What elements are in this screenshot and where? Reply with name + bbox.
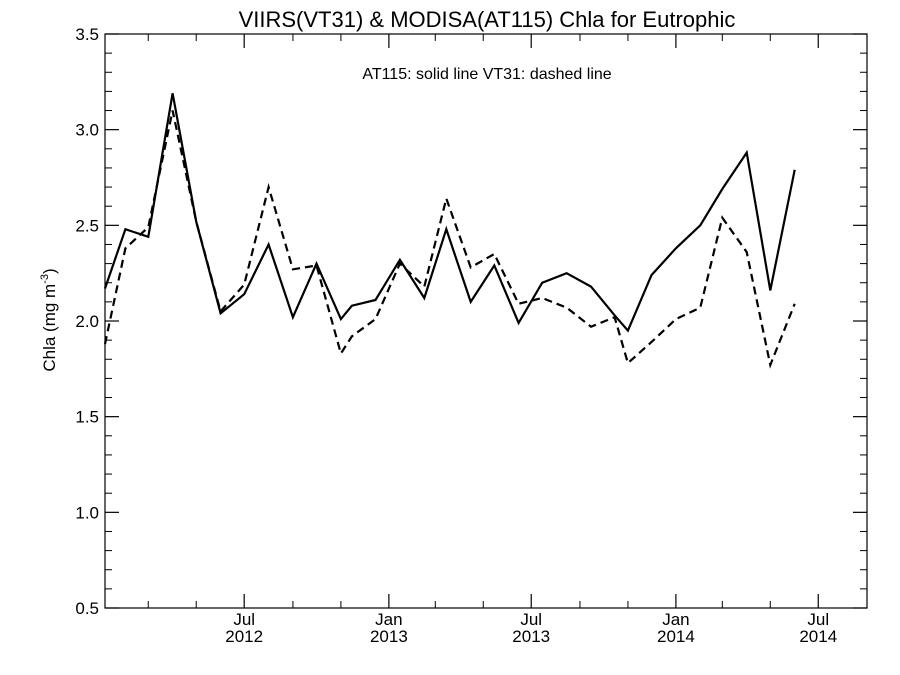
y-tick-label: 3.5 bbox=[75, 25, 99, 44]
y-axis-label-main: Chla (mg m bbox=[40, 284, 59, 372]
x-tick-label-year: 2014 bbox=[657, 627, 695, 646]
x-tick-label-year: 2013 bbox=[512, 627, 550, 646]
y-axis-label-end: ) bbox=[40, 268, 59, 274]
x-tick-label-year: 2014 bbox=[799, 627, 837, 646]
x-tick-label-year: 2012 bbox=[225, 627, 263, 646]
y-axis-ticks: 0.5 1.0 1.5 2.0 2.5 3.0 3.5 bbox=[75, 25, 867, 618]
y-axis-label: Chla (mg m-3) bbox=[39, 268, 59, 371]
chart-title: VIIRS(VT31) & MODISA(AT115) Chla for Eut… bbox=[239, 7, 736, 32]
x-tick-label-month: Jan bbox=[375, 610, 402, 629]
y-tick-label: 1.5 bbox=[75, 408, 99, 427]
y-axis-label-superscript: -3 bbox=[39, 274, 51, 284]
y-tick-label: 3.0 bbox=[75, 121, 99, 140]
series-line-at115 bbox=[103, 93, 796, 333]
x-tick-label-month: Jan bbox=[662, 610, 689, 629]
plot-axes bbox=[104, 33, 868, 609]
y-tick-label: 2.0 bbox=[75, 312, 99, 331]
series-lines bbox=[103, 93, 796, 369]
x-tick-label-month: Jul bbox=[520, 610, 542, 629]
y-tick-label: 2.5 bbox=[75, 216, 99, 235]
y-tick-label: 1.0 bbox=[75, 503, 99, 522]
plot-frame bbox=[104, 33, 868, 609]
x-tick-label-month: Jul bbox=[807, 610, 829, 629]
x-tick-label-year: 2013 bbox=[370, 627, 408, 646]
legend-annotation: AT115: solid line VT31: dashed line bbox=[362, 66, 611, 83]
y-tick-label: 0.5 bbox=[75, 599, 99, 618]
x-tick-label-month: Jul bbox=[233, 610, 255, 629]
